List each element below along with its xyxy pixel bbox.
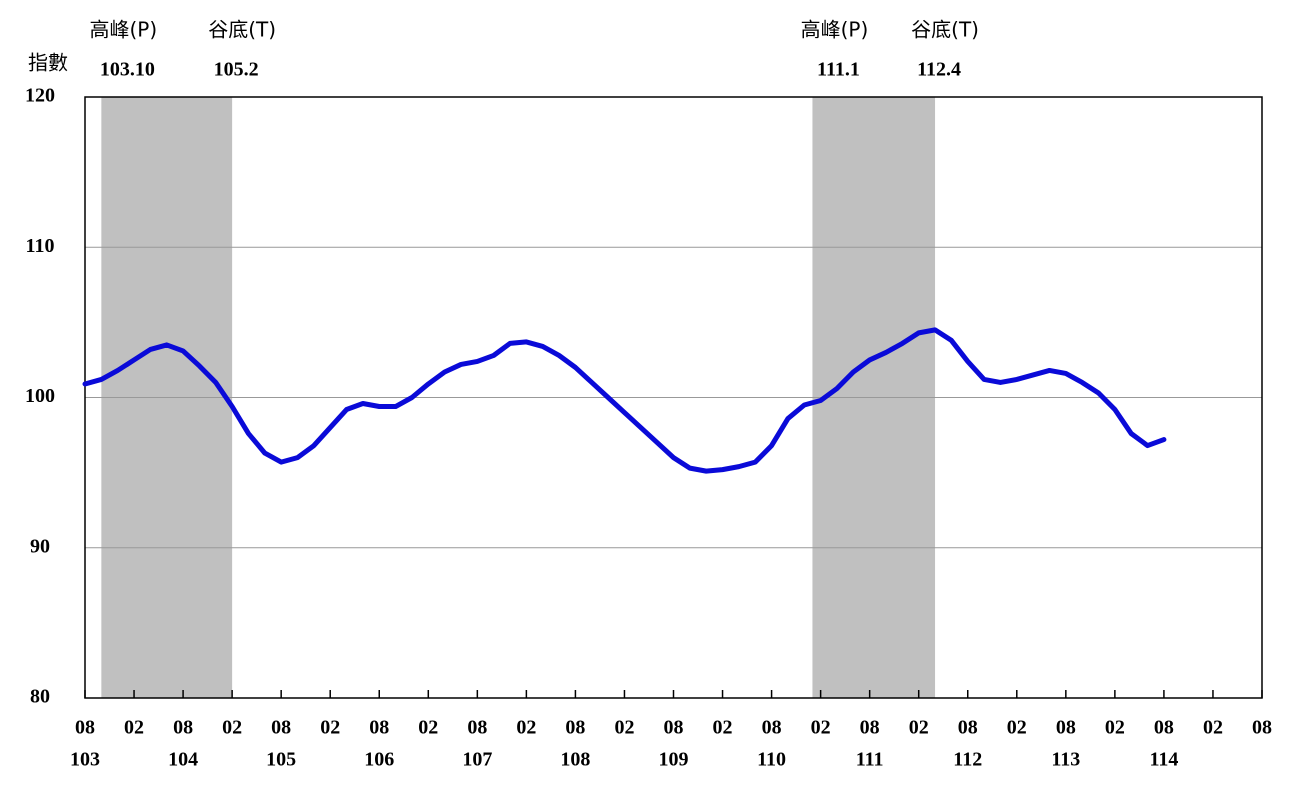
x-tick-label: 02	[418, 717, 438, 739]
x-tick-label: 02	[124, 717, 144, 739]
x-tick-label: 08	[369, 717, 389, 739]
x-year-label: 105	[266, 749, 296, 771]
trough-label: 谷底(T)	[208, 18, 276, 42]
x-tick-label: 08	[467, 717, 487, 739]
x-year-label: 108	[560, 749, 590, 771]
y-tick-label: 90	[30, 535, 50, 557]
x-tick-label: 08	[762, 717, 782, 739]
x-tick-label: 02	[516, 717, 536, 739]
x-tick-label: 08	[565, 717, 585, 739]
x-tick-label: 02	[811, 717, 831, 739]
x-year-label: 107	[462, 749, 492, 771]
x-tick-label: 08	[860, 717, 880, 739]
x-tick-label: 02	[614, 717, 634, 739]
x-year-label: 113	[1051, 749, 1080, 771]
x-tick-label: 02	[1007, 717, 1027, 739]
x-year-label: 114	[1149, 749, 1178, 771]
trough-label: 谷底(T)	[911, 18, 979, 42]
x-tick-label: 08	[958, 717, 978, 739]
x-year-label: 104	[168, 749, 198, 771]
x-year-label: 109	[659, 749, 689, 771]
x-tick-label: 08	[1252, 717, 1272, 739]
y-tick-label: 100	[25, 385, 55, 407]
x-year-label: 111	[856, 749, 884, 771]
x-tick-label: 02	[713, 717, 733, 739]
y-axis-label: 指數	[28, 51, 68, 75]
x-tick-label: 08	[173, 717, 193, 739]
x-tick-label: 08	[75, 717, 95, 739]
x-year-label: 103	[70, 749, 100, 771]
x-year-label: 112	[953, 749, 982, 771]
x-tick-label: 08	[1154, 717, 1174, 739]
x-tick-label: 08	[271, 717, 291, 739]
y-tick-label: 120	[25, 85, 55, 107]
x-tick-label: 02	[909, 717, 929, 739]
y-tick-label: 80	[30, 686, 50, 708]
peak-date: 103.10	[100, 59, 155, 81]
x-year-label: 110	[757, 749, 786, 771]
x-year-label: 106	[364, 749, 394, 771]
x-tick-label: 02	[1105, 717, 1125, 739]
x-tick-label: 02	[1203, 717, 1223, 739]
peak-date: 111.1	[817, 59, 860, 81]
peak-label: 高峰(P)	[801, 18, 869, 42]
x-tick-label: 08	[664, 717, 684, 739]
index-line	[82, 327, 1167, 474]
x-tick-label: 02	[222, 717, 242, 739]
x-tick-label: 08	[1056, 717, 1076, 739]
trough-date: 105.2	[214, 59, 259, 81]
peak-label: 高峰(P)	[90, 18, 158, 42]
x-tick-label: 02	[320, 717, 340, 739]
y-tick-label: 110	[26, 235, 55, 257]
trough-date: 112.4	[917, 59, 961, 81]
